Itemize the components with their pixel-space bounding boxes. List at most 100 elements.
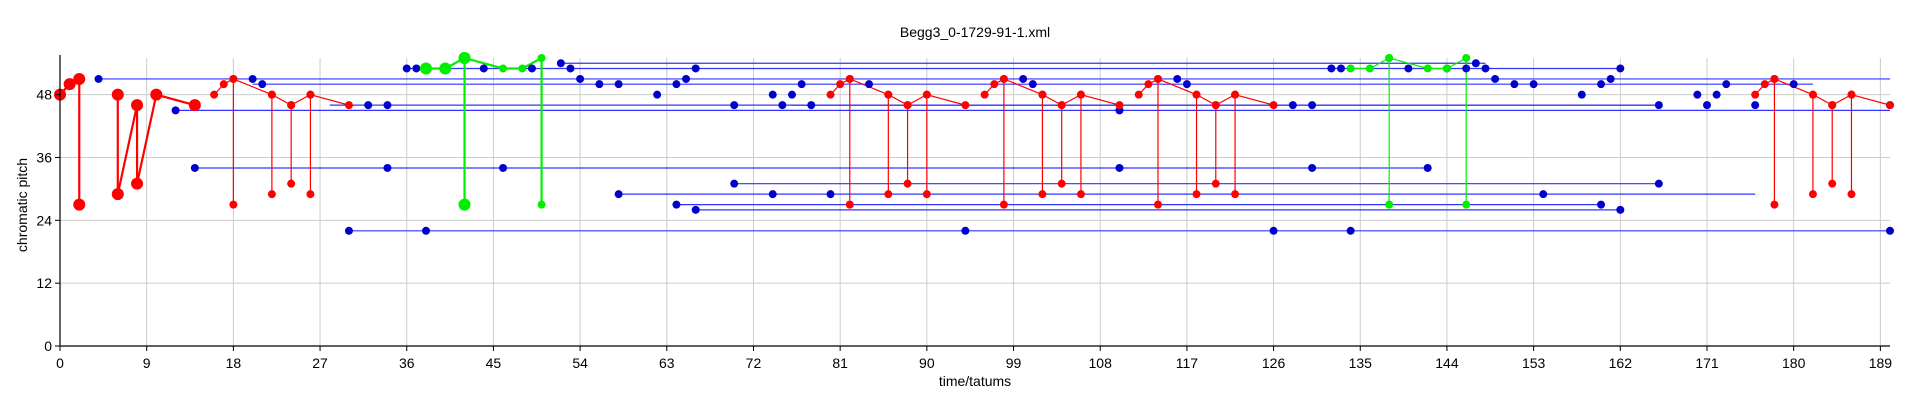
red-line: [1234, 94, 1274, 106]
red-line: [213, 77, 234, 205]
red-line: [1003, 78, 1044, 195]
red-line: [984, 77, 1005, 205]
red-line: [1061, 93, 1082, 195]
red-point: [306, 90, 315, 99]
x-tick-label: 144: [1435, 355, 1459, 371]
red-point: [210, 90, 219, 99]
blue-point: [1346, 226, 1355, 235]
red-point: [845, 200, 854, 209]
green-line: [426, 56, 466, 205]
red-point: [1211, 179, 1220, 188]
x-tick-label: 36: [399, 355, 415, 371]
blue-point: [614, 80, 623, 89]
red-point: [1808, 90, 1817, 99]
red-point: [131, 177, 144, 190]
green-point: [458, 52, 471, 64]
blue-point: [556, 59, 565, 68]
red-point: [1154, 74, 1162, 83]
blue-point: [1703, 101, 1711, 110]
red-line: [271, 94, 292, 184]
green-point: [499, 64, 508, 73]
red-point: [1760, 80, 1769, 89]
red-point: [999, 200, 1008, 209]
green-line: [1350, 56, 1390, 205]
blue-point: [1423, 163, 1432, 172]
blue-point: [1606, 74, 1615, 83]
red-point: [1847, 190, 1856, 199]
blue-point: [1529, 80, 1538, 89]
blue-point: [364, 101, 373, 110]
blue-point: [1182, 80, 1191, 89]
red-point: [267, 190, 276, 199]
blue-point: [1308, 101, 1317, 110]
red-point: [1038, 90, 1047, 99]
red-point: [1076, 190, 1085, 199]
red-point: [111, 88, 124, 101]
red-point: [1269, 101, 1278, 110]
blue-point: [1269, 226, 1278, 235]
red-point: [884, 190, 893, 199]
chart-title: Begg3_0-1729-91-1.xml: [900, 24, 1050, 40]
blue-point: [672, 200, 681, 209]
blue-point: [730, 101, 739, 110]
blue-point: [1337, 64, 1345, 73]
blue-point: [402, 64, 411, 73]
red-point: [111, 188, 124, 201]
blue-point: [826, 190, 835, 199]
red-point: [219, 80, 228, 89]
red-point: [150, 88, 163, 101]
blue-point: [1886, 226, 1894, 235]
red-point: [922, 90, 931, 99]
red-point: [1847, 90, 1856, 99]
blue-point: [1597, 200, 1606, 209]
red-point: [1770, 74, 1779, 83]
y-tick-label: 12: [36, 275, 52, 291]
green-point: [420, 62, 432, 75]
blue-point: [1654, 101, 1663, 110]
blue-point: [682, 74, 691, 83]
x-tick-label: 54: [572, 355, 588, 371]
red-point: [1057, 179, 1066, 188]
x-tick-label: 63: [659, 355, 675, 371]
x-tick-label: 81: [832, 355, 848, 371]
red-line: [1831, 93, 1853, 195]
blue-point: [422, 226, 430, 235]
red-line: [1080, 94, 1120, 106]
blue-point: [258, 80, 267, 89]
blue-point: [1539, 190, 1548, 199]
red-point: [1828, 179, 1837, 188]
y-tick-label: 36: [36, 149, 52, 165]
red-point: [1154, 200, 1162, 209]
y-tick-label: 48: [36, 87, 52, 103]
blue-point: [1616, 64, 1625, 73]
red-point: [188, 99, 201, 112]
blue-point: [1693, 90, 1702, 99]
blue-point: [1577, 90, 1586, 99]
blue-point: [499, 163, 508, 172]
blue-point: [1751, 101, 1760, 110]
y-tick-label: 24: [36, 212, 52, 228]
green-point: [518, 64, 527, 73]
red-point: [836, 80, 845, 89]
green-point: [537, 54, 546, 62]
x-tick-label: 153: [1522, 355, 1546, 371]
red-point: [73, 198, 86, 211]
red-point: [131, 99, 144, 112]
red-series-lines: [59, 77, 1891, 205]
blue-point: [383, 101, 392, 110]
blue-point: [412, 64, 421, 73]
green-line: [1389, 56, 1467, 205]
blue-point: [1712, 90, 1721, 99]
green-point: [1385, 54, 1394, 62]
green-point: [1365, 64, 1374, 73]
x-tick-label: 189: [1869, 355, 1893, 371]
red-point: [1808, 190, 1817, 199]
blue-point: [1019, 74, 1028, 83]
x-axis-label: time/tatums: [939, 373, 1011, 389]
blue-point: [344, 226, 353, 235]
blue-point: [171, 106, 180, 115]
x-tick-label: 108: [1089, 355, 1113, 371]
x-tick-label: 162: [1609, 355, 1633, 371]
red-point: [903, 101, 912, 110]
y-tick-label: 0: [44, 338, 52, 354]
